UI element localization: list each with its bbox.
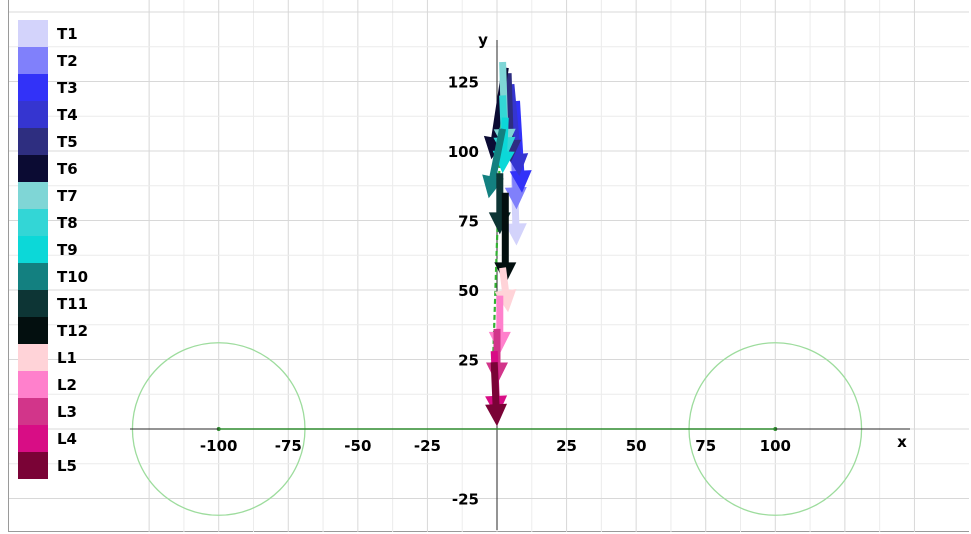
legend-swatch-l4 (18, 425, 48, 452)
legend-label-t1: T1 (57, 25, 78, 43)
legend-label-t6: T6 (57, 160, 78, 178)
arrow-l5 (485, 362, 507, 427)
x-tick-label: 75 (695, 437, 716, 455)
x-tick-label: 25 (556, 437, 577, 455)
y-tick-label: 25 (458, 352, 479, 370)
legend-swatch-t10 (18, 263, 48, 290)
x-axis-label: x (897, 433, 907, 451)
y-axis-label: y (478, 31, 488, 49)
legend-swatch-t3 (18, 74, 48, 101)
legend-swatch-t12 (18, 317, 48, 344)
legend-swatch-l3 (18, 398, 48, 425)
x-tick-label: -75 (275, 437, 302, 455)
legend-swatch-t9 (18, 236, 48, 263)
legend-label-t3: T3 (57, 79, 78, 97)
x-tick-label: 100 (760, 437, 791, 455)
legend-label-t11: T11 (57, 295, 88, 313)
grid (9, 0, 969, 532)
legend-label-t12: T12 (57, 322, 88, 340)
y-tick-label: 50 (458, 282, 479, 300)
y-tick-label: -25 (452, 491, 479, 509)
legend-label-t7: T7 (57, 187, 78, 205)
legend-label-t5: T5 (57, 133, 78, 151)
legend-swatch-t7 (18, 182, 48, 209)
legend-swatch-t5 (18, 128, 48, 155)
legend-swatch-t1 (18, 20, 48, 47)
legend-swatch-t2 (18, 47, 48, 74)
legend-label-l1: L1 (57, 349, 77, 367)
x-tick-label: -100 (200, 437, 238, 455)
y-tick-label: 75 (458, 213, 479, 231)
legend: T1 T2 T3 T4 T5 T6 T7 T8 T9 T10 T11 T12 L1 L2 L3 L4 L5 (18, 20, 88, 479)
legend-label-l5: L5 (57, 457, 77, 475)
arrow-t12 (494, 192, 517, 285)
legend-swatch-t11 (18, 290, 48, 317)
x-tick-label: 50 (626, 437, 647, 455)
legend-label-t10: T10 (57, 268, 88, 286)
legend-label-t8: T8 (57, 214, 78, 232)
legend-label-t9: T9 (57, 241, 78, 259)
y-tick-label: 100 (448, 143, 479, 161)
legend-swatch-t4 (18, 101, 48, 128)
legend-label-l4: L4 (57, 430, 77, 448)
arrow-l1 (494, 267, 517, 313)
legend-label-t4: T4 (57, 106, 78, 124)
legend-label-l2: L2 (57, 376, 77, 394)
x-tick-label: -25 (414, 437, 441, 455)
legend-swatch-l2 (18, 371, 48, 398)
legend-swatch-t6 (18, 155, 48, 182)
legend-swatch-l5 (18, 452, 48, 479)
x-tick-label: -50 (344, 437, 371, 455)
legend-swatch-t8 (18, 209, 48, 236)
legend-label-t2: T2 (57, 52, 78, 70)
legend-label-l3: L3 (57, 403, 77, 421)
plot-frame (8, 0, 969, 532)
arrow-t5 (499, 73, 522, 163)
legend-swatch-l1 (18, 344, 48, 371)
y-tick-label: 125 (448, 74, 479, 92)
